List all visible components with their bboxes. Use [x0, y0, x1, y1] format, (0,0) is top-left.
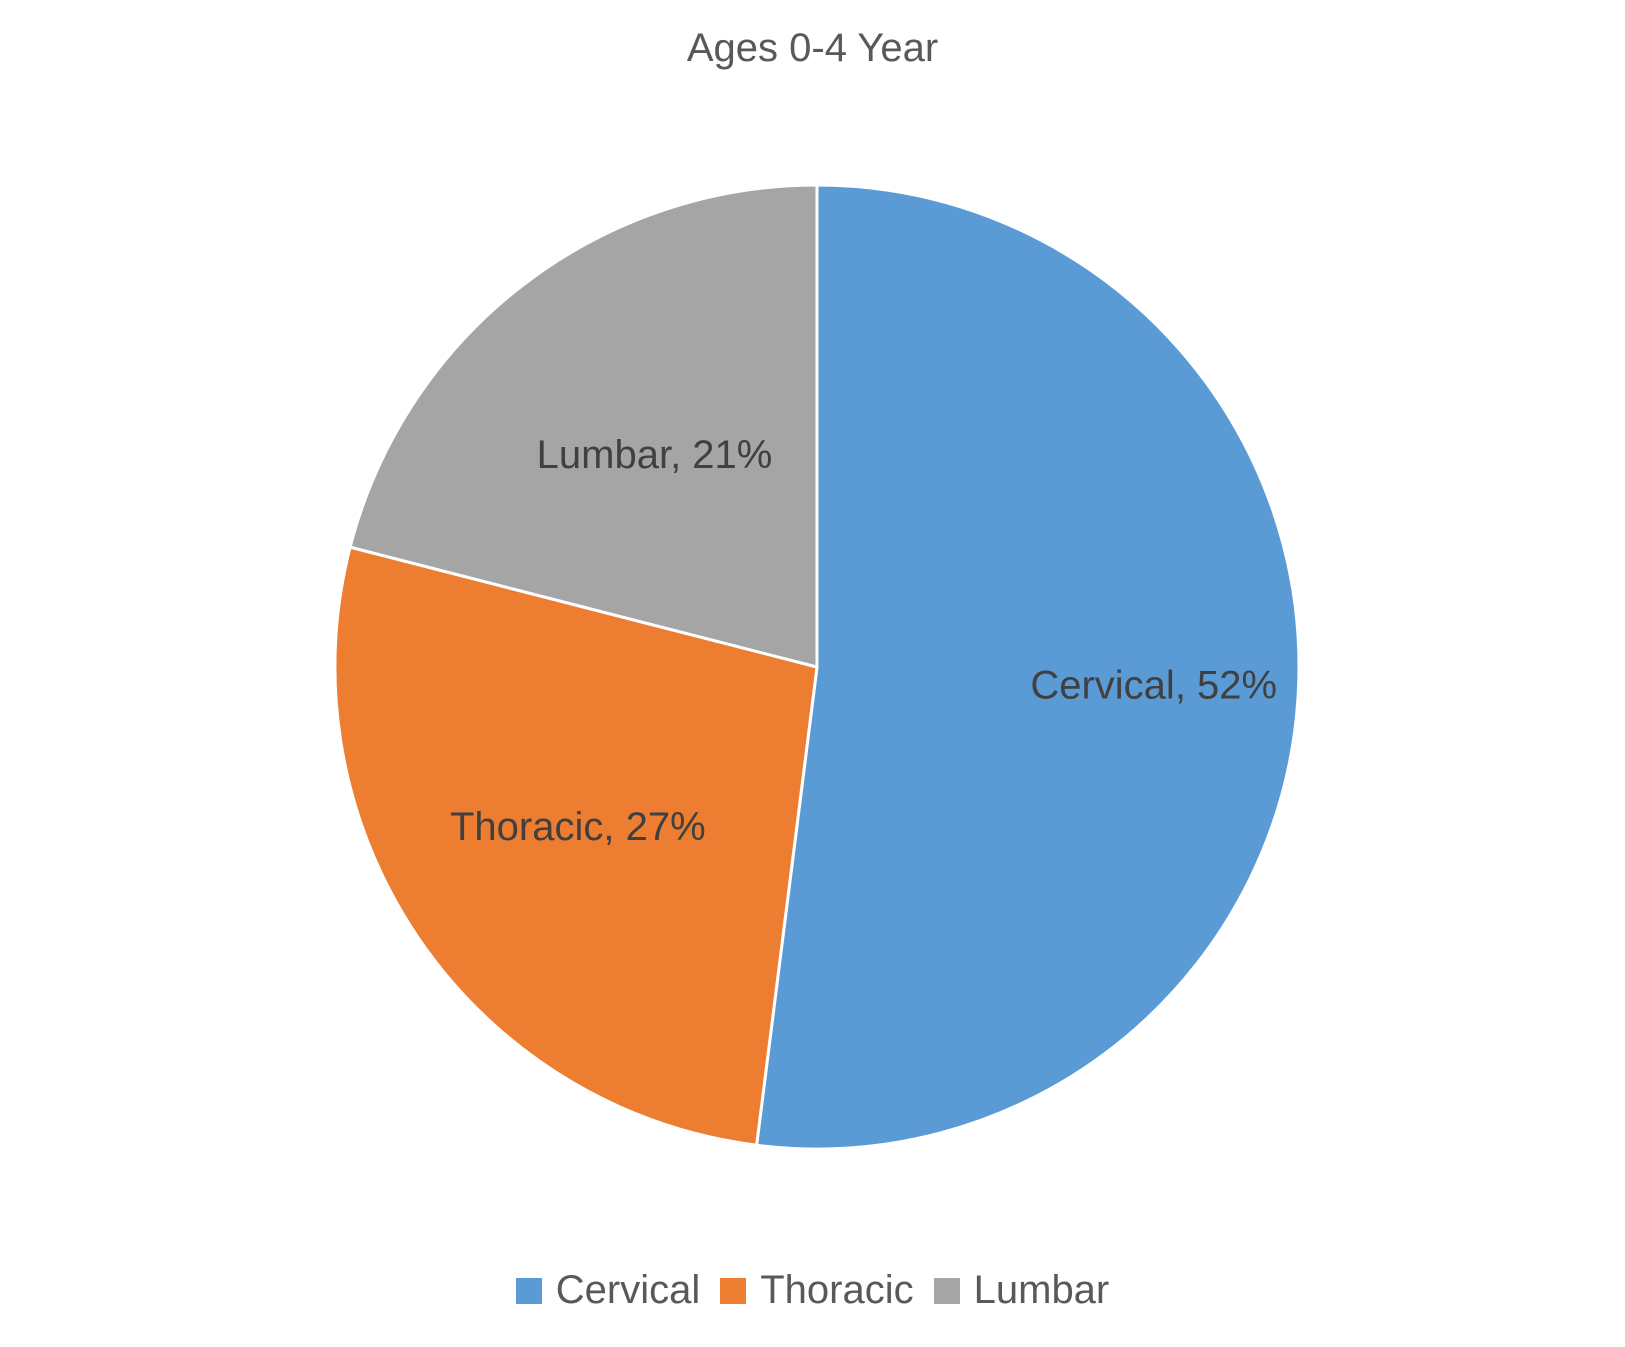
- legend-label-cervical: Cervical: [555, 1268, 701, 1312]
- legend-label-thoracic: Thoracic: [760, 1268, 914, 1312]
- pie-slice-cervical: [755, 183, 1301, 1151]
- pie-slices: [333, 183, 1301, 1151]
- legend-swatch-cervical: [515, 1277, 542, 1304]
- data-label-cervical: Cervical, 52%: [1030, 664, 1277, 708]
- pie-slice-thoracic: [333, 545, 819, 1147]
- legend-swatch-thoracic: [720, 1277, 747, 1304]
- data-label-lumbar: Lumbar, 21%: [537, 433, 773, 477]
- pie-slice-lumbar: [348, 183, 819, 669]
- legend-item-lumbar: Lumbar: [933, 1268, 1110, 1313]
- legend: Cervical Thoracic Lumbar: [0, 1268, 1625, 1313]
- chart-title: Ages 0-4 Year: [686, 26, 939, 70]
- legend-label-lumbar: Lumbar: [973, 1268, 1110, 1312]
- pie-data-labels: Cervical, 52% Thoracic, 27% Lumbar, 21%: [450, 433, 1277, 849]
- legend-swatch-lumbar: [933, 1277, 960, 1304]
- legend-item-thoracic: Thoracic: [720, 1268, 914, 1313]
- legend-item-cervical: Cervical: [515, 1268, 701, 1313]
- data-label-thoracic: Thoracic, 27%: [450, 805, 706, 849]
